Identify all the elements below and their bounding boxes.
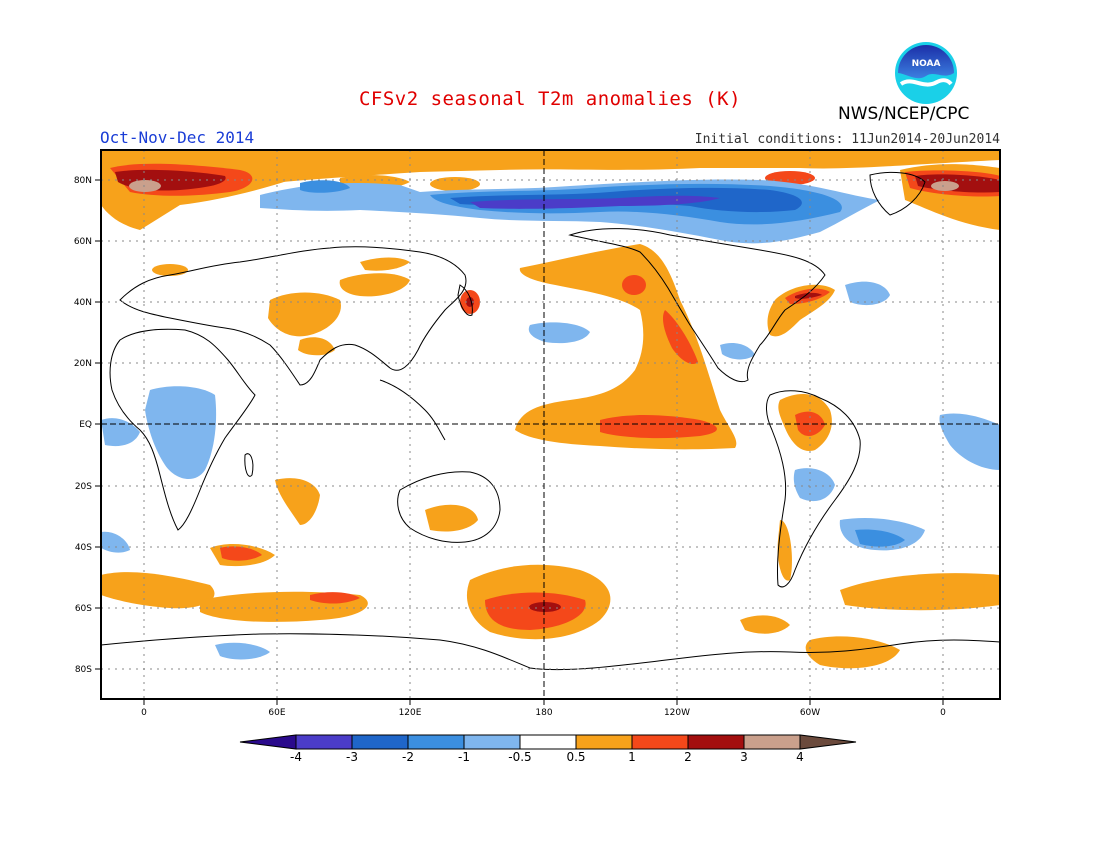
colorbar-arrow-low: [239, 734, 297, 750]
colorbar-label: 2: [684, 750, 692, 764]
colorbar-label: 3: [740, 750, 748, 764]
colorbar-swatch: [631, 734, 689, 750]
lon-label: 60W: [800, 708, 820, 718]
lon-label: 0: [940, 708, 946, 718]
colorbar-label: 0.5: [566, 750, 585, 764]
lat-labels: 80N 60N 40N 20N EQ 20S 40S 60S 80S: [74, 176, 92, 675]
org-label: NWS/NCEP/CPC: [838, 104, 970, 124]
colorbar-label: 4: [796, 750, 804, 764]
lat-label: 80N: [74, 176, 92, 186]
lon-label: 120W: [664, 708, 690, 718]
axis-ticks: [95, 179, 944, 705]
colorbar-arrow-high: [799, 734, 857, 750]
colorbar-label: -0.5: [508, 750, 531, 764]
lon-label: 180: [535, 708, 552, 718]
lat-label: 20S: [75, 482, 92, 492]
lat-label: 80S: [75, 665, 92, 675]
noaa-logo-text: NOAA: [912, 59, 941, 69]
chart-title: CFSv2 seasonal T2m anomalies (K): [358, 88, 742, 110]
colorbar-swatch: [575, 734, 633, 750]
colorbar-swatch: [743, 734, 801, 750]
init-conditions-label: Initial conditions: 11Jun2014-20Jun2014: [694, 132, 1000, 147]
lat-label: 60N: [74, 237, 92, 247]
colorbar-swatch: [519, 734, 577, 750]
anomaly-map: 80N 60N 40N 20N EQ 20S 40S 60S 80S 0 60E…: [74, 149, 1001, 718]
colorbar-label: 1: [628, 750, 636, 764]
colorbar-label: -3: [346, 750, 358, 764]
lat-label: 40S: [75, 543, 92, 553]
colorbar: -4 -3 -2 -1 -0.5 0.5 1 2 3 4: [239, 734, 857, 764]
lon-labels: 0 60E 120E 180 120W 60W 0: [141, 708, 946, 718]
lat-label: 40N: [74, 298, 92, 308]
lat-label: 60S: [75, 604, 92, 614]
season-label: Oct-Nov-Dec 2014: [100, 128, 255, 147]
colorbar-label: -1: [458, 750, 470, 764]
colorbar-swatch: [407, 734, 465, 750]
colorbar-swatch: [463, 734, 521, 750]
colorbar-label: -4: [290, 750, 302, 764]
lat-label: EQ: [79, 420, 92, 430]
colorbar-swatch: [351, 734, 409, 750]
equator-dateline: [101, 150, 1000, 699]
lon-label: 120E: [399, 708, 422, 718]
noaa-logo: NOAA: [895, 42, 957, 104]
colorbar-swatch: [687, 734, 745, 750]
anomaly-shading: [101, 150, 1000, 669]
lon-label: 0: [141, 708, 147, 718]
lat-label: 20N: [74, 359, 92, 369]
lon-label: 60E: [268, 708, 285, 718]
colorbar-label: -2: [402, 750, 414, 764]
coastlines: [101, 171, 1000, 671]
colorbar-swatch: [295, 734, 353, 750]
